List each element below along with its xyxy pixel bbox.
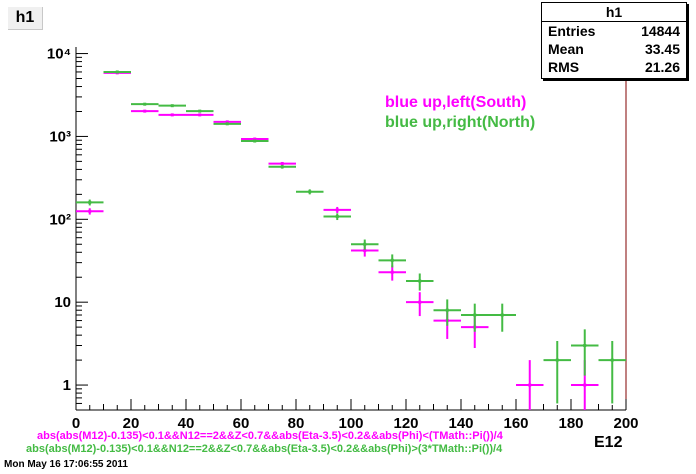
data-point — [268, 165, 296, 169]
legend-entry-south: blue up,left(South) — [385, 94, 527, 111]
stats-row-rms: RMS 21.26 — [542, 58, 686, 76]
data-point — [76, 208, 104, 215]
data-point — [103, 70, 131, 74]
data-point — [131, 102, 159, 106]
x-axis-label: E12 — [594, 434, 623, 451]
x-tick-label: 120 — [393, 415, 418, 432]
cut-annotation-north: abs(abs(M12)-0.135)<0.1&&N12==2&&Z<0.7&&… — [26, 443, 503, 455]
point-marker — [280, 165, 284, 169]
data-point — [323, 213, 351, 221]
point-marker — [390, 270, 394, 274]
point-marker — [143, 102, 147, 106]
stats-mean-label: Mean — [548, 41, 584, 57]
histogram-title: h1 — [8, 7, 43, 30]
data-point — [406, 292, 434, 317]
series-1 — [76, 70, 626, 404]
x-tick-label: 60 — [233, 415, 250, 432]
data-point — [433, 299, 461, 326]
x-tick-label: 20 — [123, 415, 140, 432]
data-point — [351, 239, 379, 250]
point-marker — [418, 300, 422, 304]
x-tick-label: 100 — [338, 415, 363, 432]
stats-entries-label: Entries — [548, 23, 596, 39]
point-marker — [363, 242, 367, 246]
x-tick-label: 180 — [558, 415, 583, 432]
x-tick-label: 80 — [288, 415, 305, 432]
timestamp: Mon May 16 17:06:55 2011 — [4, 459, 128, 470]
point-marker — [500, 313, 504, 317]
data-point — [323, 206, 351, 214]
stats-mean-value: 33.45 — [644, 41, 680, 57]
data-point — [488, 303, 516, 332]
point-marker — [253, 139, 257, 143]
x-tick-label: 140 — [448, 415, 473, 432]
x-tick-label: 160 — [503, 415, 528, 432]
point-marker — [390, 258, 394, 262]
point-marker — [198, 109, 202, 113]
point-marker — [143, 109, 147, 113]
point-marker — [253, 137, 257, 141]
stats-entries-value: 14844 — [641, 23, 680, 39]
point-marker — [198, 113, 202, 117]
stats-box: h1 Entries 14844 Mean 33.45 RMS 21.26 — [541, 2, 687, 79]
point-marker — [363, 249, 367, 253]
y-tick-label: 10² — [49, 211, 71, 228]
point-marker — [528, 383, 532, 387]
data-point — [516, 360, 544, 410]
data-point — [406, 273, 434, 291]
point-marker — [88, 200, 92, 204]
data-point — [571, 329, 599, 376]
point-marker — [583, 344, 587, 348]
point-marker — [280, 162, 284, 166]
axes: 0 20 40 60 80 100 120 140 160 180 200 1 10 10² 10³ 10⁴ E… — [47, 46, 639, 451]
data-point — [76, 199, 104, 206]
data-point — [186, 113, 214, 117]
point-marker — [335, 215, 339, 219]
legend-entry-north: blue up,right(North) — [385, 114, 536, 131]
point-marker — [418, 279, 422, 283]
data-point — [598, 341, 626, 404]
stats-rms-label: RMS — [548, 59, 580, 75]
x-tick-label: 0 — [72, 415, 80, 432]
point-marker — [445, 308, 449, 312]
point-marker — [225, 122, 229, 126]
data-point — [158, 113, 186, 117]
data-point — [268, 161, 296, 166]
point-marker — [335, 208, 339, 212]
stats-row-entries: Entries 14844 — [542, 22, 686, 40]
cut-annotation-south: abs(abs(M12)-0.135)<0.1&&N12==2&&Z<0.7&&… — [37, 430, 503, 442]
point-marker — [473, 313, 477, 317]
y-tick-label: 10 — [54, 294, 71, 311]
point-marker — [308, 190, 312, 194]
x-tick-label: 40 — [178, 415, 195, 432]
data-point — [296, 189, 324, 195]
point-marker — [610, 358, 614, 362]
stats-name: h1 — [542, 3, 686, 22]
y-tick-label: 10³ — [49, 128, 71, 145]
data-point — [461, 303, 489, 332]
x-tick-label: 200 — [613, 415, 638, 432]
data-point — [378, 254, 406, 268]
data-point — [543, 341, 571, 404]
y-tick-label: 10⁴ — [47, 46, 71, 63]
point-marker — [170, 104, 174, 108]
y-tick-label: 1 — [63, 377, 71, 394]
data-point — [213, 122, 241, 126]
point-marker — [115, 70, 119, 74]
stats-row-mean: Mean 33.45 — [542, 40, 686, 58]
data-point — [378, 265, 406, 281]
data-point — [186, 109, 214, 113]
data-marks — [76, 70, 626, 410]
point-marker — [88, 209, 92, 213]
point-marker — [170, 113, 174, 117]
point-marker — [583, 383, 587, 387]
data-point — [131, 109, 159, 113]
stats-rms-value: 21.26 — [644, 59, 680, 75]
point-marker — [555, 358, 559, 362]
data-point — [241, 139, 269, 143]
data-point — [158, 104, 186, 108]
point-marker — [225, 120, 229, 124]
